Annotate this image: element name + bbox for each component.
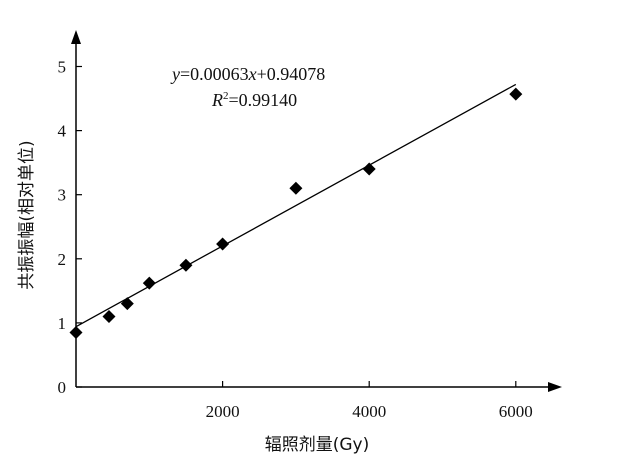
r-squared-R: R [211, 90, 223, 110]
fit-line-group [75, 83, 517, 328]
equation-x: x [248, 64, 257, 84]
x-tick-label: 6000 [499, 402, 533, 421]
y-tick-label: 3 [58, 186, 67, 205]
y-tick-label: 0 [58, 378, 67, 397]
x-axis-arrow-icon [548, 382, 562, 392]
data-point-marker [142, 276, 156, 290]
x-tick-label: 2000 [206, 402, 240, 421]
data-points [69, 87, 523, 340]
data-point-marker [362, 162, 376, 176]
y-tick-label: 4 [58, 122, 67, 141]
y-tick-label: 2 [58, 250, 67, 269]
equation-coefficient: =0.00063 [180, 64, 249, 84]
data-point-marker [289, 181, 303, 195]
equation-intercept: +0.94078 [257, 64, 326, 84]
data-point-marker [509, 87, 523, 101]
r-squared-superscript: 2 [223, 90, 229, 102]
axes [71, 30, 562, 392]
y-axis-title: 共振振幅(相对单位) [17, 140, 37, 289]
equation-label: y=0.00063x+0.94078 [170, 64, 325, 84]
r-squared-label: R2=0.99140 [211, 90, 297, 110]
data-point-marker [216, 237, 230, 251]
data-point-marker [69, 326, 83, 340]
x-axis-title: 辐照剂量(Gy) [265, 435, 370, 455]
x-tick-label: 4000 [352, 402, 386, 421]
data-point-marker [102, 309, 116, 323]
equation-y: y [170, 64, 180, 84]
data-point-marker [120, 297, 134, 311]
y-tick-label: 5 [58, 58, 67, 77]
ticks: 0 1 2 3 4 5 2000 4000 6000 [58, 58, 533, 422]
fit-line [75, 83, 517, 328]
y-tick-label: 1 [58, 314, 67, 333]
r-squared-value: =0.99140 [229, 90, 298, 110]
data-point-marker [179, 258, 193, 272]
y-axis-arrow-icon [71, 30, 81, 44]
